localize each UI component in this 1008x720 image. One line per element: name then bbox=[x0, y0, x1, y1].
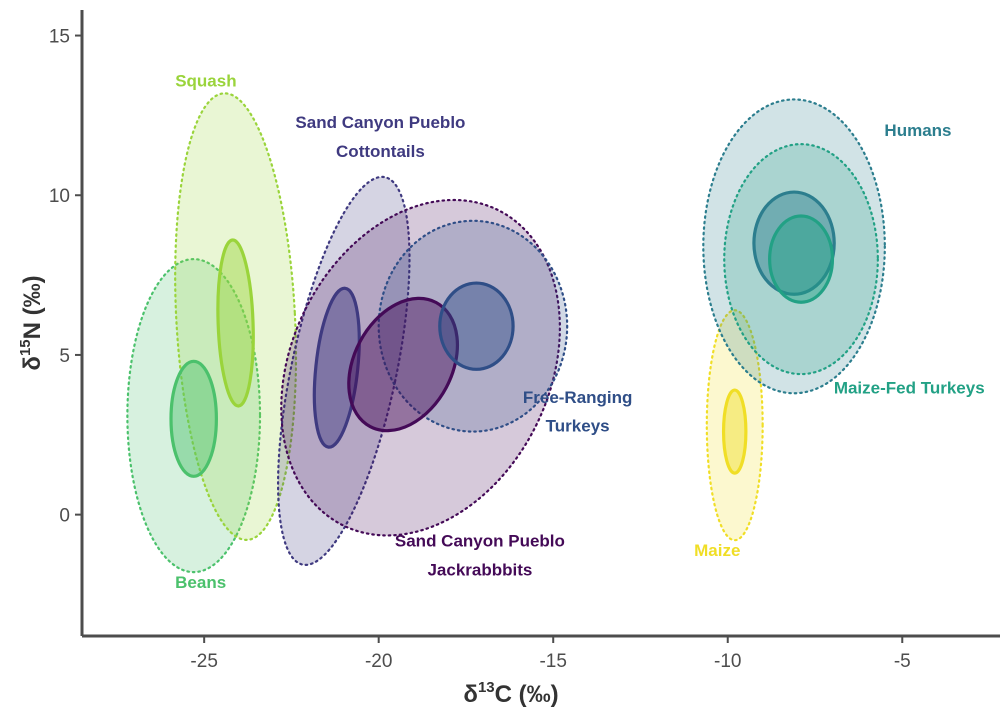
humans-label: Humans bbox=[884, 121, 951, 140]
maize-outer-ellipse bbox=[705, 309, 764, 542]
sand-canyon-pueblo-jackrabbbits-inner-ellipse bbox=[347, 296, 460, 433]
free-ranging-turkeys-label: Turkeys bbox=[546, 417, 610, 436]
squash-inner-ellipse bbox=[216, 238, 255, 408]
beans-outer-ellipse bbox=[126, 258, 262, 574]
free-ranging-turkeys-outer-ellipse bbox=[377, 219, 569, 433]
group-labels-layer: Beans Squash Sand Canyon Pueblo Cottontails… bbox=[175, 72, 985, 592]
x-axis-title-superscript: 13 bbox=[478, 679, 495, 696]
x-tick-label: -10 bbox=[714, 651, 741, 672]
beans-label: Beans bbox=[175, 573, 226, 592]
y-tick-label: 15 bbox=[49, 27, 70, 48]
beans-inner-ellipse bbox=[169, 359, 218, 478]
y-axis-ticks: 0 5 10 15 bbox=[49, 27, 82, 527]
x-axis-title-unit: C (‰) bbox=[495, 681, 559, 708]
y-tick-label: 10 bbox=[49, 186, 70, 207]
sand-canyon-pueblo-jackrabbbits-label: Sand Canyon Pueblo bbox=[395, 532, 565, 551]
maize-fed-turkeys-inner-ellipse bbox=[768, 214, 835, 304]
ellipses-layer bbox=[126, 92, 886, 574]
y-axis-title: δ15N (‰) bbox=[17, 275, 46, 370]
maize-fed-turkeys-outer-ellipse bbox=[723, 143, 879, 376]
sand-canyon-pueblo-cottontails-inner-ellipse bbox=[312, 286, 361, 449]
x-tick-label: -5 bbox=[894, 651, 911, 672]
maize-inner-ellipse bbox=[721, 388, 748, 475]
y-axis-title-symbol: δ bbox=[19, 356, 46, 371]
y-axis-title-unit: N (‰) bbox=[19, 275, 46, 339]
sand-canyon-pueblo-cottontails-label: Sand Canyon Pueblo bbox=[295, 113, 465, 132]
axes: -25 -20 -15 -10 -5 0 5 10 15 bbox=[49, 10, 1000, 672]
sand-canyon-pueblo-jackrabbbits-outer-ellipse bbox=[280, 198, 561, 537]
free-ranging-turkeys-label: Free-Ranging bbox=[523, 388, 633, 407]
x-axis-title-symbol: δ bbox=[463, 681, 478, 708]
maize-fed-turkeys-label: Maize-Fed Turkeys bbox=[834, 378, 985, 397]
humans-outer-ellipse bbox=[702, 98, 886, 395]
y-tick-label: 5 bbox=[59, 346, 70, 367]
maize-label: Maize bbox=[694, 541, 740, 560]
humans-inner-ellipse bbox=[752, 190, 836, 296]
x-tick-label: -20 bbox=[365, 651, 392, 672]
x-axis-ticks: -25 -20 -15 -10 -5 bbox=[190, 636, 911, 672]
x-tick-label: -15 bbox=[539, 651, 566, 672]
free-ranging-turkeys-inner-ellipse bbox=[438, 281, 515, 371]
y-tick-label: 0 bbox=[59, 506, 70, 527]
sand-canyon-pueblo-cottontails-label: Cottontails bbox=[336, 142, 425, 161]
squash-outer-ellipse bbox=[174, 92, 298, 541]
x-axis-title: δ13C (‰) bbox=[463, 679, 558, 708]
sand-canyon-pueblo-jackrabbbits-label: Jackrabbbits bbox=[427, 560, 532, 579]
squash-label: Squash bbox=[175, 72, 236, 91]
y-axis-title-superscript: 15 bbox=[17, 339, 34, 356]
sand-canyon-pueblo-cottontails-outer-ellipse bbox=[276, 175, 411, 567]
x-tick-label: -25 bbox=[190, 651, 217, 672]
